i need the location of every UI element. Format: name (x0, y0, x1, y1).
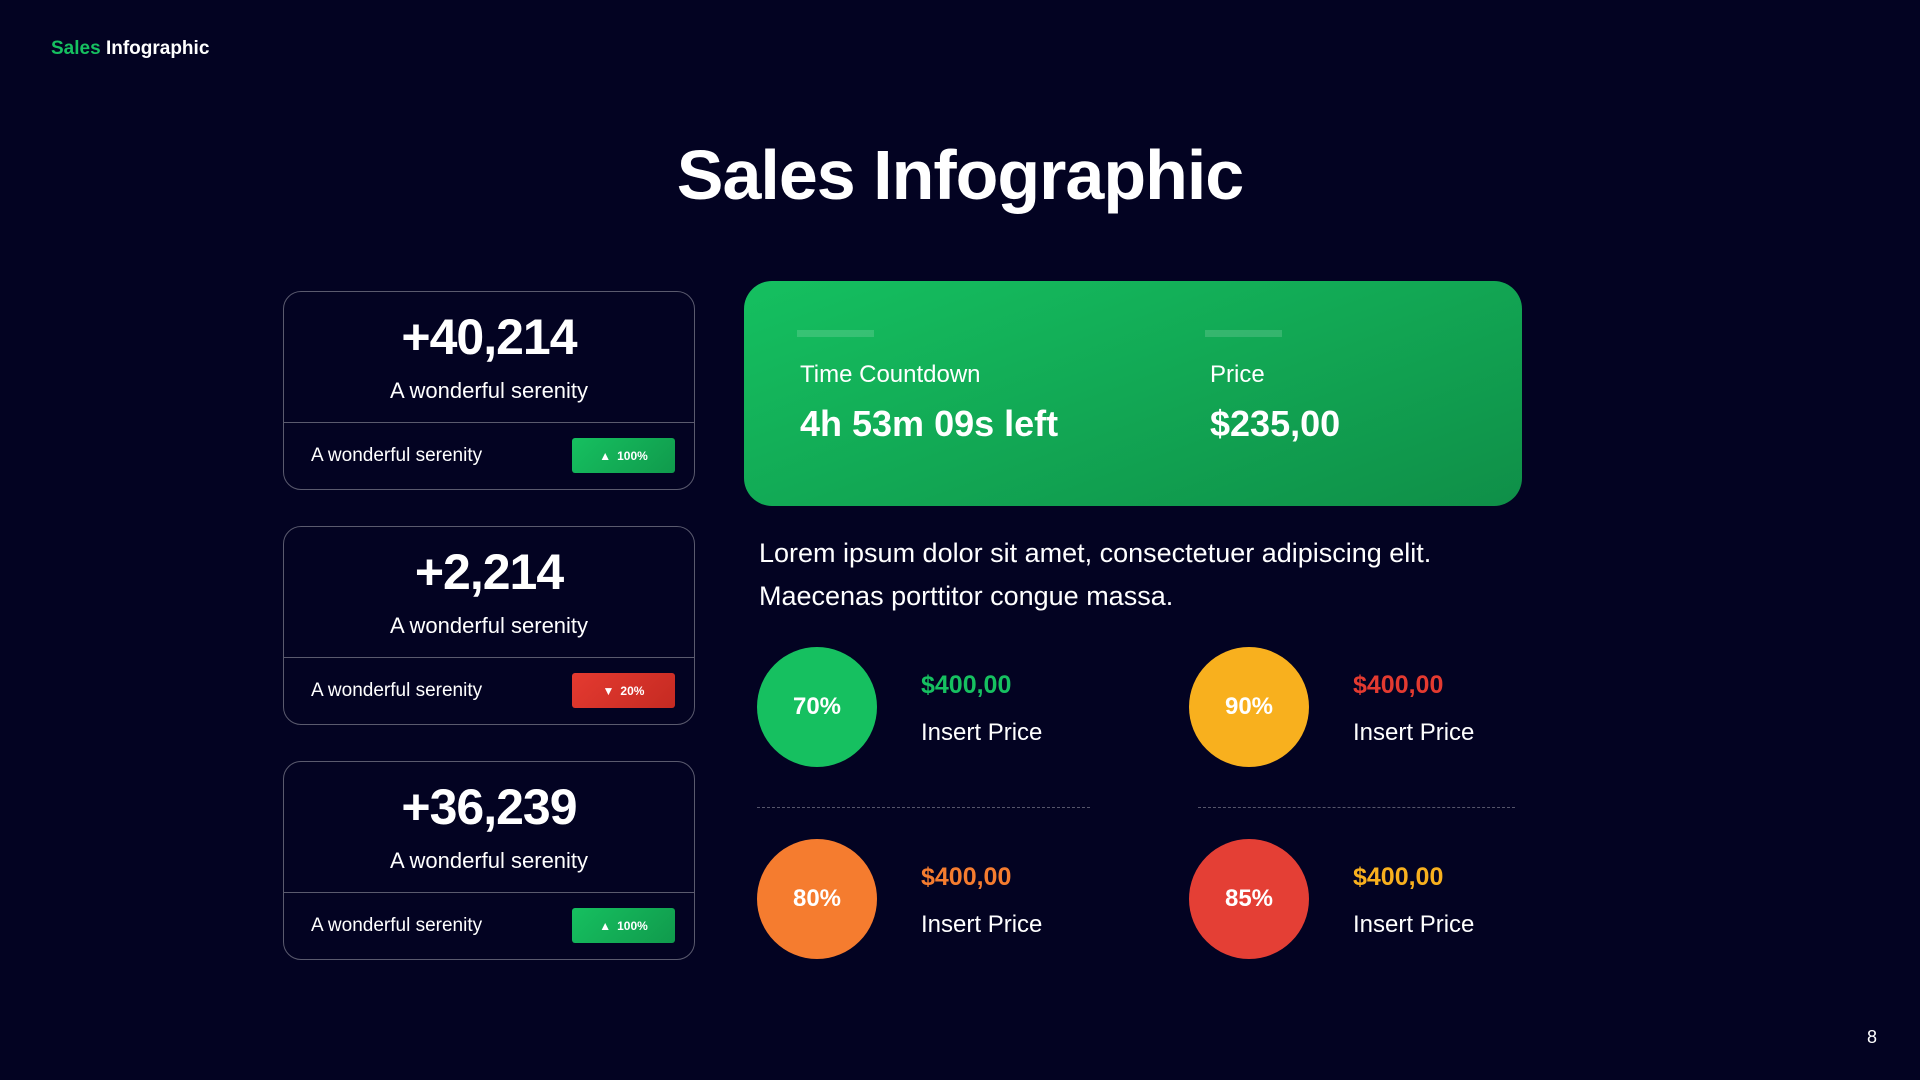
item-label: Insert Price (1353, 911, 1475, 938)
price-value: $235,00 (1210, 403, 1341, 444)
stat-value: +40,214 (401, 309, 577, 365)
page-number: 8 (1866, 1027, 1877, 1047)
accent-bar (797, 330, 874, 337)
description: Lorem ipsum dolor sit amet, consectetuer… (759, 538, 1432, 611)
stat-subtitle: A wonderful serenity (389, 613, 589, 638)
divider (284, 422, 694, 423)
price-label: Price (1210, 361, 1265, 388)
stat-card: +2,214 A wonderful serenity A wonderful … (283, 526, 695, 725)
item-price: $400,00 (1353, 671, 1444, 699)
item-label: Insert Price (921, 719, 1043, 746)
promo-panel: Time Countdown 4h 53m 09s left Price $23… (744, 281, 1522, 506)
stat-subtitle: A wonderful serenity (389, 378, 589, 403)
accent-bar (1205, 330, 1282, 337)
item-price: $400,00 (921, 671, 1012, 699)
trend-badge: ▼ 20% (572, 673, 675, 708)
stat-subtitle: A wonderful serenity (389, 848, 589, 873)
item-price: $400,00 (921, 863, 1012, 891)
triangle-down-icon: ▼ (602, 683, 615, 698)
header-brand: Sales Infographic (51, 38, 210, 59)
stat-card: +36,239 A wonderful serenity A wonderful… (283, 761, 695, 960)
divider (284, 657, 694, 658)
trend-badge: ▲ 100% (572, 438, 675, 473)
countdown-label: Time Countdown (800, 361, 981, 388)
page-title: Sales Infographic (676, 136, 1244, 214)
item-price: $400,00 (1353, 863, 1444, 891)
trend-badge: ▲ 100% (572, 908, 675, 943)
stat-card: +40,214 A wonderful serenity A wonderful… (283, 291, 695, 490)
percent-circle: 85% (1189, 839, 1309, 959)
percent-circle: 80% (757, 839, 877, 959)
divider (757, 807, 1090, 808)
stat-footer: A wonderful serenity (311, 445, 483, 466)
triangle-up-icon: ▲ (599, 448, 612, 463)
stat-value: +36,239 (401, 779, 577, 835)
stat-value: +2,214 (414, 544, 564, 600)
item-label: Insert Price (921, 911, 1043, 938)
divider (284, 892, 694, 893)
percent-circle: 70% (757, 647, 877, 767)
item-label: Insert Price (1353, 719, 1475, 746)
divider (1198, 807, 1515, 808)
percent-circle: 90% (1189, 647, 1309, 767)
stat-footer: A wonderful serenity (311, 915, 483, 936)
triangle-up-icon: ▲ (599, 918, 612, 933)
countdown-value: 4h 53m 09s left (800, 403, 1059, 444)
stat-footer: A wonderful serenity (311, 680, 483, 701)
